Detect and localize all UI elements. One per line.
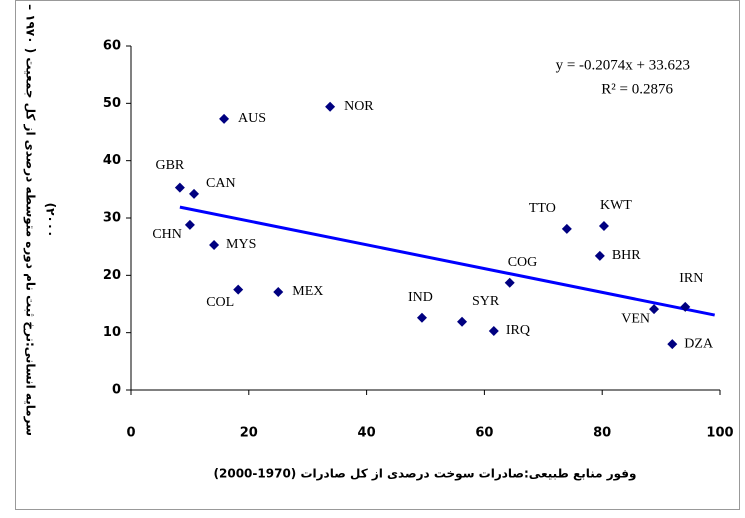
y-tick-label: 50 [103,96,121,111]
point-label: VEN [621,311,650,326]
point [649,304,660,315]
point [598,221,609,232]
point-label: IND [408,290,433,305]
point-label: CAN [206,176,236,191]
point [174,182,185,193]
x-tick-label: 40 [358,426,376,441]
point-label: MEX [292,284,323,299]
x-tick-label: 80 [593,426,611,441]
trendline [179,205,715,317]
y-tick-label: 40 [103,153,121,168]
point-label: COG [508,255,538,270]
point [219,113,230,124]
point-label: GBR [155,158,184,173]
point [325,101,336,112]
point [233,284,244,295]
y-tick-label: 30 [103,211,121,226]
point-label: TTO [529,201,556,216]
point-label: COL [206,295,234,310]
point-label: AUS [238,111,266,126]
trend-equation: y = -0.2074x + 33.623 [556,57,690,73]
point [189,188,200,199]
x-tick-label: 60 [475,426,493,441]
point [667,339,678,350]
point [457,316,468,327]
point [594,250,605,261]
point [561,223,572,234]
point-label: IRN [679,271,703,286]
x-tick-label: 0 [126,426,135,441]
point-label: IRQ [506,323,530,338]
point [504,277,515,288]
point [416,312,427,323]
point-label: KWT [600,198,632,213]
point [488,325,499,336]
x-tick-label: 20 [240,426,258,441]
point-label: BHR [612,248,641,263]
y-tick-label: 60 [103,39,121,54]
y-tick-label: 20 [103,268,121,283]
point-label: SYR [472,294,500,309]
point [184,219,195,230]
y-axis-title: ۲۰۰۰) [44,203,58,238]
point-label: NOR [344,99,374,114]
y-axis-title: سرمایه انسانی:نرخ ثبت نام دوره متوسطه در… [23,4,38,436]
r-squared: R² = 0.2876 [601,81,673,97]
point-label: DZA [684,336,714,351]
chart-frame [15,0,740,510]
y-tick-label: 0 [112,383,121,398]
point [680,301,691,312]
point-label: MYS [226,237,256,252]
point [209,239,220,250]
point [273,286,284,297]
point-label: CHN [152,227,182,242]
x-tick-label: 100 [706,426,733,441]
x-axis-title: وفور منابع طبیعی:صادرات سوخت درصدی از کل… [214,467,637,482]
y-tick-label: 10 [103,325,121,340]
